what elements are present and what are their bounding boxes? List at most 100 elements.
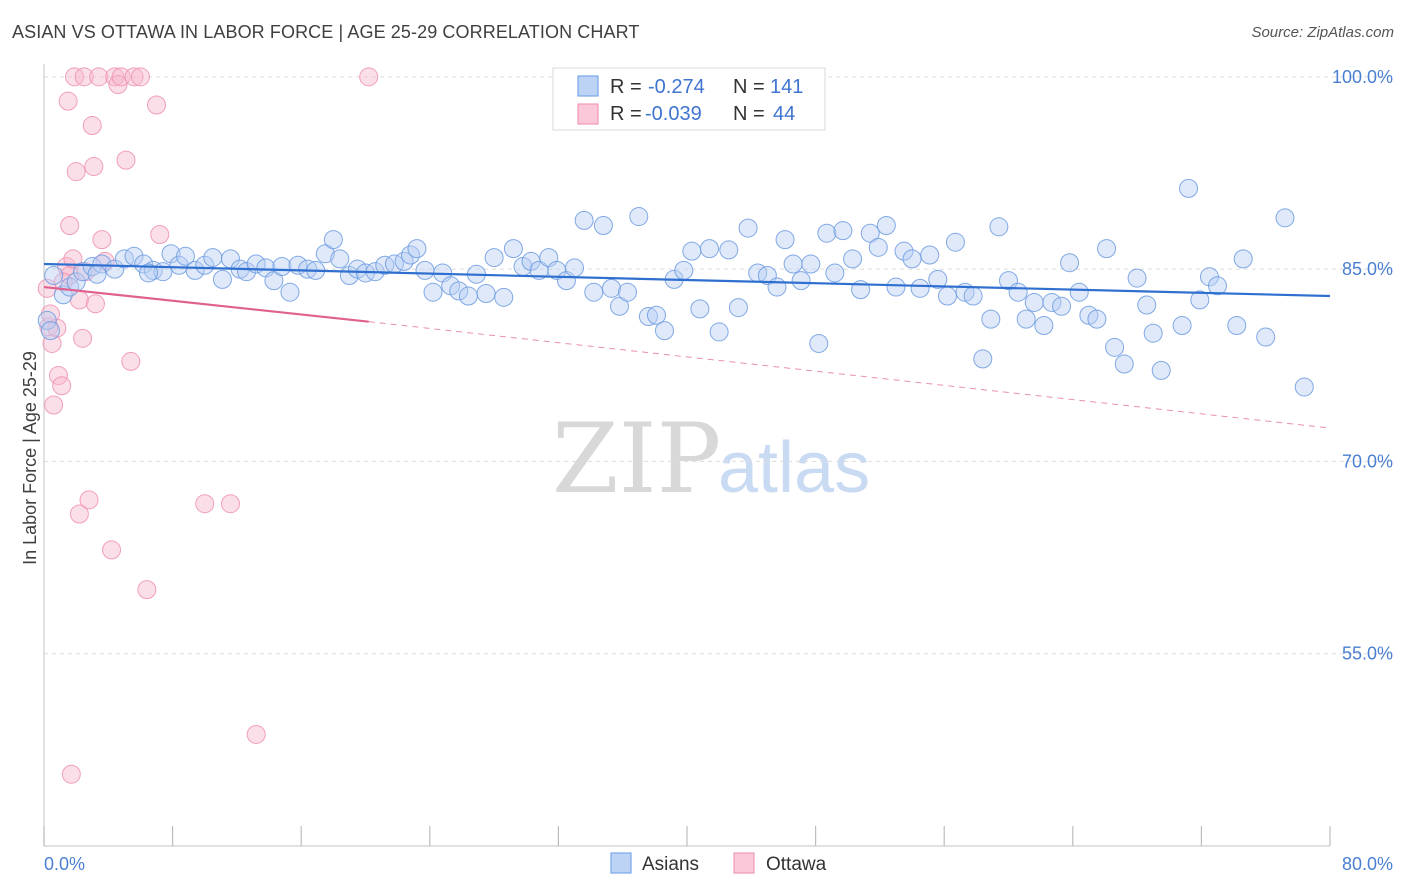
ottawa-point [65,67,85,87]
asian-point [1207,276,1227,296]
asian-point [1143,323,1163,343]
asian-point [709,322,729,342]
y-axis-title: In Labor Force | Age 25-29 [20,351,40,565]
legend-swatch-asians [577,75,599,97]
asian-point [564,258,584,278]
ottawa-point [61,764,81,784]
asian-point [1069,282,1089,302]
asian-point [1190,290,1210,310]
ottawa-point [92,230,112,250]
asian-point [458,286,478,306]
asian-point [237,262,257,282]
chart-title: ASIAN VS OTTAWA IN LABOR FORCE | AGE 25-… [12,22,640,42]
legend-r-value-1: -0.274 [648,76,705,98]
asian-point [973,349,993,369]
asian-point [1060,253,1080,273]
ottawa-point [116,150,136,170]
asian-point [1233,249,1253,269]
asians-trendline [43,262,1331,298]
asian-point [574,210,594,230]
asian-point [375,255,395,275]
asian-point [1179,178,1199,198]
y-tick-label: 70.0% [1342,451,1393,471]
asian-point [886,277,906,297]
asian-point [654,321,674,341]
asian-point [1042,292,1062,312]
asian-point [161,244,181,264]
asian-point [817,223,837,243]
asian-point [833,221,853,241]
asian-point [280,282,300,302]
legend-n-label-1: N = [733,76,765,98]
ottawa-trendline-extension [368,321,1331,429]
x-tick-label: 80.0% [1342,854,1393,874]
legend-n-value-1: 141 [770,76,803,98]
asian-point [1114,354,1134,374]
ottawa-point [124,67,144,87]
ottawa-points [37,67,379,784]
asian-point [1097,239,1117,259]
ottawa-point [246,724,266,744]
asian-point [690,299,710,319]
ottawa-point [150,225,170,245]
ottawa-point [52,376,72,396]
legend-r-value-2: -0.039 [645,103,702,125]
y-tick-labels: 100.0% 85.0% 70.0% 55.0% [1332,67,1393,664]
asian-point [330,249,350,269]
asian-point [825,263,845,283]
ottawa-point [147,95,167,115]
ottawa-point [44,395,64,415]
x-tick-label: 0.0% [44,854,85,874]
asian-point [719,240,739,260]
trendlines [43,262,1331,429]
asian-point [791,271,811,291]
asian-point [185,260,205,280]
asian-point [60,277,80,297]
asian-point [618,282,638,302]
asian-point [494,287,514,307]
legend-swatch-ottawa [577,103,599,125]
asian-point [1275,208,1295,228]
asian-point [1151,360,1171,380]
asian-point [584,282,604,302]
asian-point [37,310,57,330]
asian-point [920,245,940,265]
asian-point [44,266,64,286]
asian-point [945,232,965,252]
asian-point [1127,268,1147,288]
asian-point [415,260,435,280]
ottawa-trendline [43,285,369,323]
asian-point [989,217,1009,237]
y-tick-label: 55.0% [1342,644,1393,664]
asian-point [138,263,158,283]
asian-point [175,246,195,266]
asian-point [315,244,335,264]
asian-point [868,237,888,257]
y-tick-label: 85.0% [1342,259,1393,279]
asian-point [134,254,154,274]
ottawa-point [69,504,89,524]
asian-point [1137,295,1157,315]
legend-n-value-2: 44 [773,103,795,125]
x-tick-labels: 0.0% 80.0% [44,854,1393,874]
ottawa-point [359,67,379,87]
asian-point [928,269,948,289]
asian-point [1016,309,1036,329]
ottawa-point [85,294,105,314]
asian-point [503,239,523,259]
asian-point [609,296,629,316]
asian-point [843,249,863,269]
asian-point [902,249,922,269]
asian-point [646,305,666,325]
asian-point [876,216,896,236]
asian-point [449,281,469,301]
asian-point [476,283,496,303]
asian-point [894,241,914,261]
asian-point [92,254,112,274]
asian-point [767,277,787,297]
series-legend: Asians Ottawa [610,852,827,875]
asian-point [809,333,829,353]
asian-point [910,278,930,298]
asian-point [738,218,758,238]
asian-point [272,257,292,277]
